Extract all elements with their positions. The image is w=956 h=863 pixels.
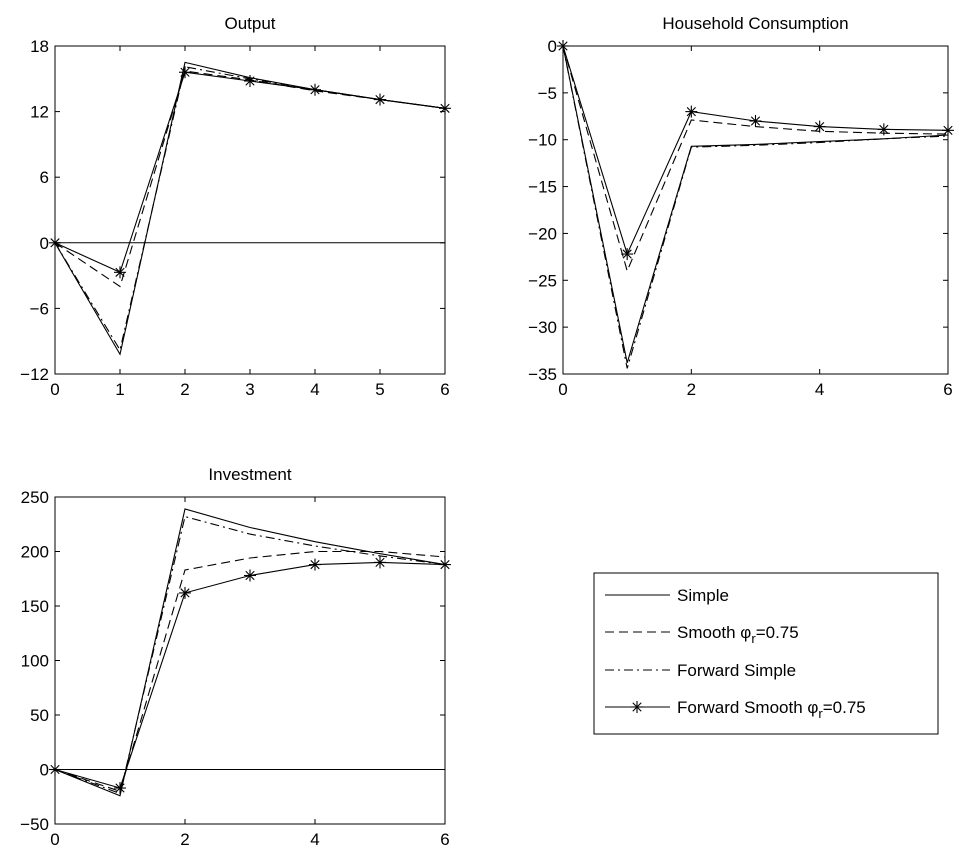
series-line-dashdot — [54, 515, 446, 795]
data-point-star-stroke — [310, 85, 320, 95]
x-tick-label: 1 — [115, 380, 124, 399]
chart-title: Investment — [208, 465, 291, 484]
y-tick-label: −10 — [528, 131, 557, 150]
axes-frame — [54, 496, 446, 825]
series-line-dashed — [54, 70, 446, 288]
series-line-solid — [54, 508, 446, 797]
data-point-star — [877, 123, 890, 136]
x-tick-label: 2 — [180, 380, 189, 399]
y-tick-label: 0 — [40, 761, 49, 780]
data-point-star — [621, 248, 634, 261]
data-point-star — [244, 74, 256, 87]
x-tick-label: 2 — [180, 830, 189, 849]
y-tick-label: −20 — [528, 224, 557, 243]
y-tick-label: 50 — [30, 706, 49, 725]
legend-star-icon-stroke — [632, 702, 642, 712]
y-tick-label: −15 — [528, 178, 557, 197]
y-tick-label: 18 — [30, 37, 49, 56]
data-point-star — [685, 105, 698, 118]
x-tick-label: 0 — [558, 380, 567, 399]
data-point-star — [374, 556, 386, 569]
legend-item: Forward Simple — [605, 661, 796, 680]
legend-item: Simple — [605, 586, 729, 605]
data-point-star-stroke — [180, 588, 190, 598]
y-tick-label: −30 — [528, 318, 557, 337]
y-tick-label: −12 — [20, 365, 49, 384]
x-tick-label: 5 — [375, 380, 384, 399]
data-point-star — [309, 558, 321, 571]
axes-frame — [54, 45, 446, 375]
legend-label: Forward Simple — [677, 661, 796, 680]
data-point-star-stroke — [686, 106, 696, 117]
series-line-solid — [562, 45, 949, 363]
legend-label: Smooth φr=0.75 — [677, 623, 799, 646]
series-line-star — [54, 71, 446, 274]
y-tick-label: −25 — [528, 271, 557, 290]
data-point-star — [309, 83, 321, 96]
x-tick-label: 4 — [815, 380, 824, 399]
data-point-star — [114, 266, 126, 279]
data-point-star — [813, 120, 826, 133]
x-tick-label: 4 — [310, 380, 319, 399]
x-tick-label: 6 — [943, 380, 952, 399]
legend: Simple Smooth φr=0.75 Forward Simple Forwar… — [593, 572, 939, 735]
x-tick-label: 6 — [440, 830, 449, 849]
data-point-star — [179, 66, 191, 79]
series-line-dashed — [562, 45, 949, 273]
data-point-star-stroke — [115, 783, 125, 793]
series-line-dashdot — [54, 66, 446, 352]
data-point-star-stroke — [310, 559, 320, 570]
data-point-star — [374, 93, 386, 106]
y-tick-label: 0 — [548, 37, 557, 56]
y-tick-label: 200 — [21, 543, 49, 562]
data-point-star-stroke — [375, 94, 385, 105]
y-tick-label: 100 — [21, 652, 49, 671]
x-tick-label: 3 — [245, 380, 254, 399]
data-point-star — [244, 569, 256, 582]
series-line-dashed — [54, 550, 446, 793]
x-tick-label: 2 — [687, 380, 696, 399]
data-point-star-stroke — [180, 67, 190, 77]
y-tick-label: −5 — [538, 84, 557, 103]
legend-label: Forward Smooth φr=0.75 — [677, 698, 866, 721]
data-point-star-stroke — [750, 116, 761, 126]
y-tick-label: −6 — [30, 299, 49, 318]
axes-frame — [562, 45, 949, 375]
data-point-star-stroke — [815, 121, 825, 132]
y-tick-label: 150 — [21, 597, 49, 616]
data-point-star-stroke — [622, 249, 632, 259]
series-line-star — [54, 561, 446, 789]
series-line-star — [562, 45, 949, 256]
x-tick-label: 0 — [50, 830, 59, 849]
x-tick-label: 0 — [50, 380, 59, 399]
legend-item: Forward Smooth φr=0.75 — [605, 698, 866, 721]
data-point-star-stroke — [245, 76, 255, 86]
legend-star-icon — [631, 701, 643, 713]
data-point-star-stroke — [375, 557, 385, 568]
y-tick-label: −50 — [20, 815, 49, 834]
x-tick-label: 6 — [440, 380, 449, 399]
series-line-solid — [54, 61, 446, 356]
chart-title: Household Consumption — [662, 14, 848, 33]
series-line-dashdot — [562, 45, 949, 369]
y-tick-label: 12 — [30, 103, 49, 122]
data-point-star — [114, 782, 126, 795]
y-tick-label: 6 — [40, 168, 49, 187]
data-point-star-stroke — [879, 124, 889, 135]
legend-label: Simple — [677, 586, 729, 605]
data-point-star-stroke — [115, 267, 125, 277]
y-tick-label: 0 — [40, 234, 49, 253]
chart-title: Output — [224, 14, 275, 33]
data-point-star — [179, 586, 191, 599]
data-point-star-stroke — [245, 570, 255, 581]
panel-household-consumption: Household Consumption 0 2 4 6 −35 −30 −25 −20 −15… — [528, 14, 954, 399]
x-tick-label: 4 — [310, 830, 319, 849]
y-tick-label: −35 — [528, 365, 557, 384]
legend-item: Smooth φr=0.75 — [605, 623, 799, 646]
data-point-star — [749, 114, 762, 127]
y-tick-label: 250 — [21, 488, 49, 507]
